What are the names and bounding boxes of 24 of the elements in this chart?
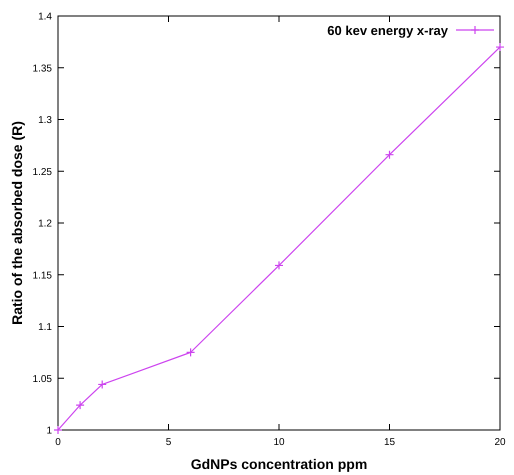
y-tick-label: 1.4 [38,12,52,22]
x-tick-label: 0 [55,437,62,448]
point [98,380,107,390]
x-tick-label: 5 [166,437,172,448]
y-tick-label: 1.35 [32,63,52,74]
point [495,42,505,52]
y-tick-label: 1.3 [38,115,52,126]
point [76,400,85,410]
x-axis-title: GdNPs concentration ppm [190,456,368,472]
y-tick-label: 1 [46,426,52,436]
x-tick-label: 15 [384,437,396,448]
x-tick-label: 10 [273,437,285,448]
y-tick-label: 1.25 [32,166,52,178]
y-tick-label: 1.2 [38,218,52,230]
y-tick-label: 1.15 [32,270,52,282]
y-tick-label: 1.1 [38,322,52,333]
y-axis-title: Ratio of the absorbed dose (R) [9,121,25,325]
x-tick-label: 20 [494,437,506,448]
point [384,150,394,160]
point [53,425,63,435]
point [186,348,196,357]
legend-label: 60 kev energy x-ray [327,23,449,38]
point [274,260,284,270]
y-tick-label: 1.05 [32,374,52,385]
